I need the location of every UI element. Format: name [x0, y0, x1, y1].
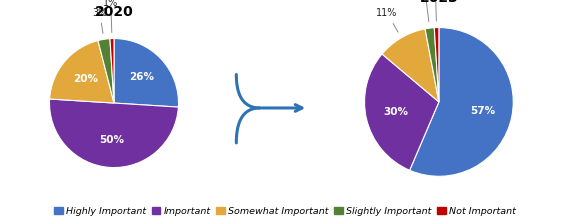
Text: 30%: 30% [383, 107, 408, 117]
Text: 50%: 50% [99, 135, 124, 145]
Wedge shape [365, 54, 439, 170]
Wedge shape [434, 28, 439, 102]
Text: 20%: 20% [72, 74, 97, 84]
Text: 57%: 57% [470, 106, 495, 116]
Wedge shape [110, 39, 114, 103]
Wedge shape [114, 39, 178, 107]
Wedge shape [98, 39, 114, 103]
Text: 1%: 1% [428, 0, 442, 21]
Title: 2023: 2023 [420, 0, 458, 5]
Wedge shape [382, 29, 439, 102]
Wedge shape [50, 99, 178, 168]
Legend: Highly Important, Important, Somewhat Important, Slightly Important, Not Importa: Highly Important, Important, Somewhat Im… [50, 203, 520, 219]
Text: 1%: 1% [103, 0, 119, 32]
Title: 2020: 2020 [95, 5, 133, 19]
Text: 11%: 11% [376, 8, 398, 32]
Wedge shape [50, 41, 114, 103]
Text: 26%: 26% [129, 72, 154, 82]
Wedge shape [410, 28, 513, 176]
Wedge shape [425, 28, 439, 102]
Text: 3%: 3% [92, 8, 107, 33]
Text: 2%: 2% [417, 0, 432, 22]
